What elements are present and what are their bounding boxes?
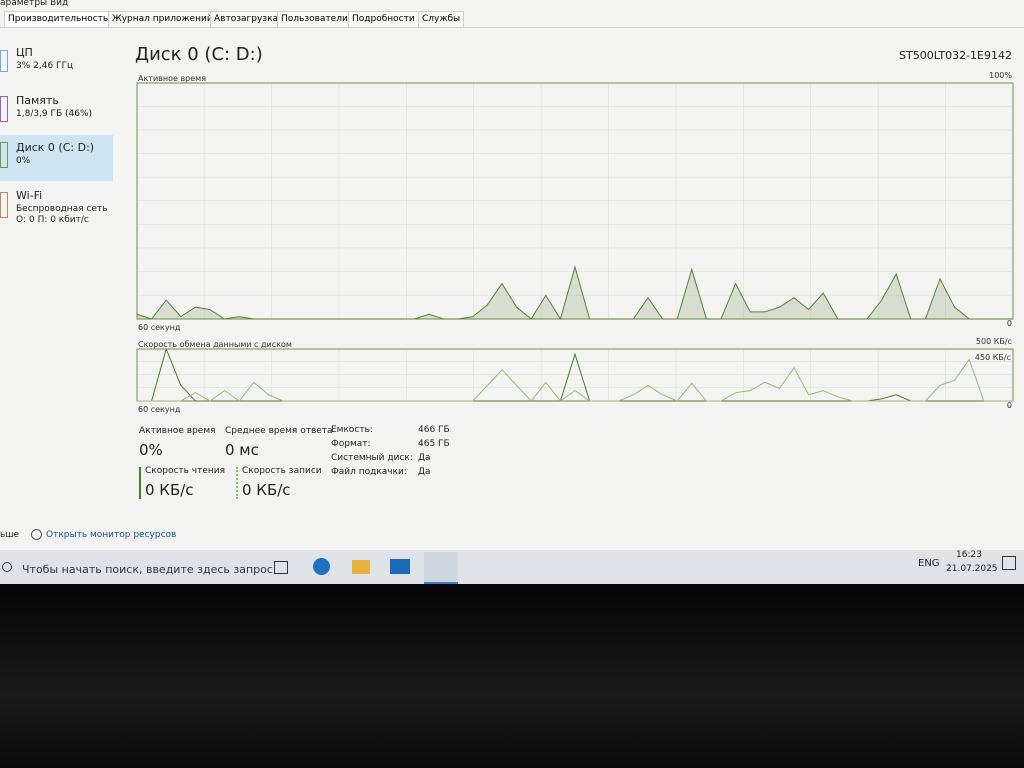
bezel xyxy=(0,584,1024,768)
line xyxy=(136,265,1013,321)
clock-time[interactable]: 16:23 xyxy=(956,550,982,560)
x-axis-label: 60 секунд xyxy=(138,405,181,414)
write-swatch xyxy=(236,467,238,499)
heading: Диск 0 (C: D:) xyxy=(135,44,263,65)
language[interactable]: ENG xyxy=(918,558,940,569)
tab[interactable]: Службы xyxy=(418,11,465,27)
sidebar-title[interactable]: Диск 0 (C: D:) xyxy=(16,141,95,154)
clock-date[interactable]: 21.07.2025 xyxy=(946,564,998,574)
sidebar-subtitle: Беспроводная сеть xyxy=(16,204,108,214)
resource-monitor-link[interactable]: Открыть монитор ресурсов xyxy=(46,530,177,540)
sidebar-title[interactable]: Память xyxy=(16,94,59,107)
thumb xyxy=(0,142,8,168)
chart-frame xyxy=(136,82,1014,320)
y-tick-label: 0 xyxy=(1007,401,1012,410)
prop-label: Емкость: xyxy=(331,425,373,435)
chart-title: Скорость обмена данными с диском xyxy=(138,340,292,349)
line xyxy=(137,358,1013,402)
screen: араметры Вид Производительность Журнал п… xyxy=(0,0,1024,584)
model: ST500LT032-1E9142 xyxy=(899,49,1012,62)
prop-value: 465 ГБ xyxy=(418,439,450,449)
chart-frame xyxy=(136,348,1014,402)
area xyxy=(137,267,1013,319)
stat-label: Среднее время ответа xyxy=(225,426,333,436)
prop-label: Файл подкачки: xyxy=(331,467,407,477)
stat-value: 0 КБ/с xyxy=(145,481,194,499)
stat-label: Скорость записи xyxy=(242,466,322,476)
explorer-icon[interactable] xyxy=(352,560,370,574)
stat-label: Активное время xyxy=(139,426,216,436)
menu-item[interactable]: араметры xyxy=(0,0,48,8)
edge-icon[interactable] xyxy=(313,558,330,575)
thumb xyxy=(0,192,8,218)
task-view-icon[interactable] xyxy=(274,561,288,574)
scale-label: 450 КБ/с xyxy=(975,353,1011,362)
chart-title: Активное время xyxy=(138,74,206,83)
prop-value: 466 ГБ xyxy=(418,425,450,435)
selected-item xyxy=(0,135,113,181)
thumb xyxy=(0,50,8,72)
sidebar-subtitle: 3% 2,46 ГГц xyxy=(16,61,74,71)
fewer-details[interactable]: ьше xyxy=(0,530,20,540)
prop-label: Системный диск: xyxy=(331,453,413,463)
read-swatch xyxy=(139,467,141,499)
sidebar-title[interactable]: Wi-Fi xyxy=(16,189,43,202)
stat-value: 0% xyxy=(139,441,163,459)
sidebar-title[interactable]: ЦП xyxy=(16,46,33,59)
sidebar-subtitle: 0% xyxy=(16,156,31,166)
monitor-icon xyxy=(31,529,42,540)
prop-label: Формат: xyxy=(331,439,371,449)
stat-value: 0 мс xyxy=(225,441,259,459)
search-icon xyxy=(2,562,12,572)
sidebar-detail: О: 0 П: 0 кбит/с xyxy=(16,215,89,225)
y-tick-label: 100% xyxy=(989,71,1012,80)
stat-value: 0 КБ/с xyxy=(242,481,291,499)
taskmgr-button[interactable] xyxy=(424,552,458,584)
divider xyxy=(0,27,1024,28)
sidebar-subtitle: 1,8/3,9 ГБ (46%) xyxy=(16,109,93,119)
prop-value: Да xyxy=(418,467,431,477)
x-axis-label: 60 секунд xyxy=(138,323,181,332)
y-tick-label: 500 КБ/с xyxy=(976,337,1012,346)
charts: Активное время 60 секунд 0 100% Скорость обм… xyxy=(136,71,1014,414)
search-box[interactable]: Чтобы начать поиск, введите здесь запрос xyxy=(22,563,273,576)
thumb xyxy=(0,96,8,122)
stat-label: Скорость чтения xyxy=(145,466,226,476)
menu-item[interactable]: Вид xyxy=(50,0,69,8)
y-tick-label: 0 xyxy=(1007,319,1012,328)
mail-icon[interactable] xyxy=(390,559,410,574)
notifications-icon[interactable] xyxy=(1002,556,1016,570)
prop-value: Да xyxy=(418,453,431,463)
taskbar: Чтобы начать поиск, введите здесь запрос… xyxy=(0,550,1024,584)
